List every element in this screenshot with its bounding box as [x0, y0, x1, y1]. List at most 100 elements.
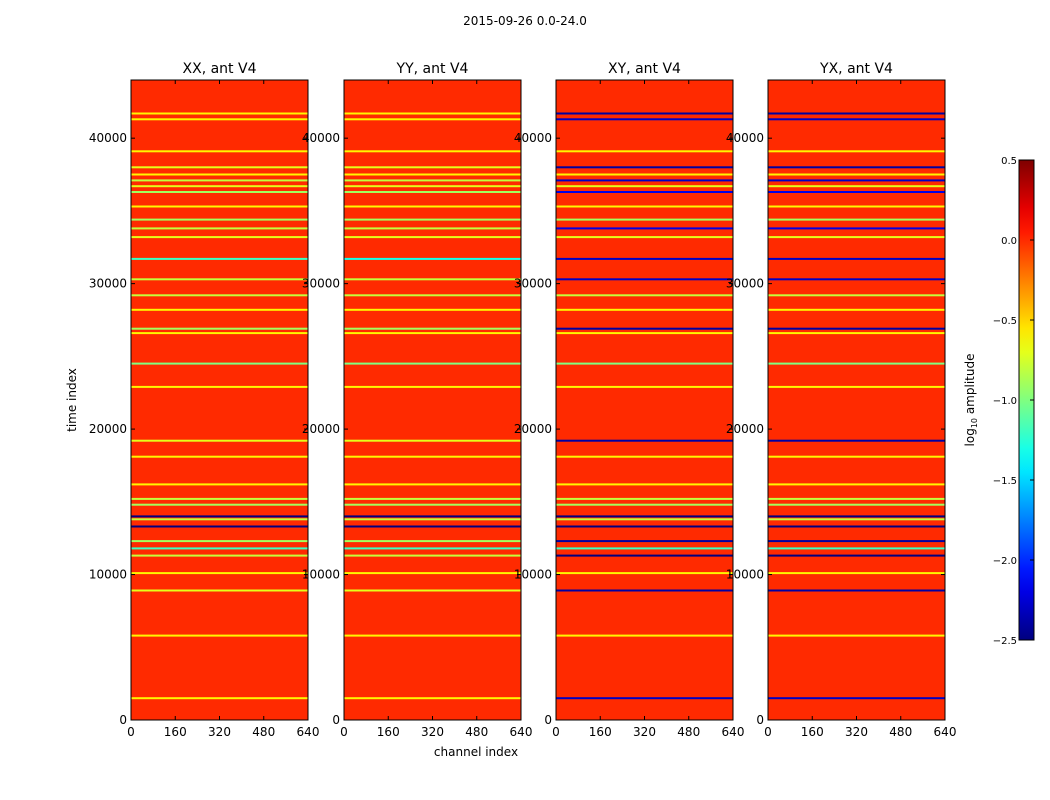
heatmap-row	[556, 308, 733, 311]
panel-background	[344, 80, 521, 720]
heatmap-row	[344, 236, 521, 239]
heatmap-row	[344, 697, 521, 700]
heatmap-row	[556, 697, 733, 700]
panel-background	[768, 80, 945, 720]
heatmap-row	[556, 497, 733, 500]
heatmap-row	[344, 112, 521, 115]
panel-title: YX, ant V4	[819, 61, 893, 77]
heatmap-row	[344, 227, 521, 230]
heatmap-row	[344, 308, 521, 311]
panel-4: YX, ant V4 0 160 320 480 640 0 10000 20000 30000 4…	[726, 61, 957, 739]
x-tick-label: 640	[297, 725, 320, 739]
colorbar-tick-label: −2.5	[993, 636, 1017, 647]
heatmap-row	[768, 179, 945, 182]
y-tick-label: 40000	[514, 131, 552, 145]
heatmap-row	[131, 179, 308, 182]
heatmap-row	[768, 191, 945, 193]
colorbar-tick-label: 0.0	[1001, 236, 1017, 247]
heatmap-row	[131, 497, 308, 500]
colorbar-tick-label: −1.0	[993, 396, 1017, 407]
heatmap-row	[556, 150, 733, 153]
heatmap-row	[344, 205, 521, 208]
heatmap-row	[131, 697, 308, 700]
heatmap-row	[131, 518, 308, 521]
x-tick-label: 320	[633, 725, 656, 739]
x-tick-label: 480	[677, 725, 700, 739]
panel-3: XY, ant V4 0 160 320 480 640 0 10000 20000 30000 4…	[514, 61, 745, 739]
y-tick-label: 40000	[89, 131, 127, 145]
heatmap-row	[131, 112, 308, 115]
heatmap-row	[556, 503, 733, 506]
heatmap-row	[768, 547, 945, 550]
heatmap-row	[556, 515, 733, 518]
x-tick-label: 0	[764, 725, 772, 739]
heatmap-row	[344, 554, 521, 557]
heatmap-row	[344, 327, 521, 330]
heatmap-row	[556, 294, 733, 297]
heatmap-row	[556, 483, 733, 486]
heatmap-row	[344, 362, 521, 365]
heatmap-row	[344, 166, 521, 169]
y-axis-label: time index	[65, 368, 79, 432]
heatmap-row	[768, 455, 945, 458]
panel-2: YY, ant V4 0 160 320 480 640 0 10000 20000 30000 4…	[302, 61, 533, 739]
colorbar-label-rest: amplitude	[963, 354, 977, 418]
heatmap-row	[131, 191, 308, 193]
heatmap-row	[556, 540, 733, 543]
x-tick-label: 0	[127, 725, 135, 739]
x-tick-label: 320	[421, 725, 444, 739]
x-tick-label: 160	[377, 725, 400, 739]
heatmap-row	[768, 439, 945, 442]
heatmap-row	[768, 634, 945, 637]
y-tick-label: 0	[119, 713, 127, 727]
heatmap-row	[131, 327, 308, 330]
heatmap-row	[556, 327, 733, 330]
heatmap-row	[131, 227, 308, 230]
heatmap-row	[768, 515, 945, 518]
heatmap-row	[344, 483, 521, 486]
heatmap-row	[131, 332, 308, 335]
figure-suptitle: 2015-09-26 0.0-24.0	[463, 14, 587, 28]
heatmap-row	[768, 118, 945, 121]
heatmap-row	[344, 634, 521, 637]
heatmap-row	[131, 525, 308, 528]
y-tick-label: 10000	[726, 568, 764, 582]
x-tick-label: 160	[801, 725, 824, 739]
heatmap-row	[556, 112, 733, 115]
heatmap-row	[768, 572, 945, 575]
heatmap-row	[131, 540, 308, 543]
heatmap-row	[344, 173, 521, 176]
heatmap-row	[344, 515, 521, 518]
heatmap-row	[131, 218, 308, 221]
y-tick-label: 30000	[89, 277, 127, 291]
heatmap-row	[556, 518, 733, 521]
y-tick-label: 30000	[302, 277, 340, 291]
heatmap-row	[131, 589, 308, 592]
heatmap-row	[131, 278, 308, 281]
colorbar-tick-label: −1.5	[993, 476, 1017, 487]
heatmap-row	[556, 227, 733, 230]
x-axis-label: channel index	[434, 745, 518, 759]
heatmap-row	[556, 634, 733, 637]
panel-title: XX, ant V4	[183, 61, 257, 77]
heatmap-row	[131, 185, 308, 188]
y-tick-label: 20000	[302, 422, 340, 436]
heatmap-row	[344, 547, 521, 550]
heatmap-row	[556, 362, 733, 365]
panel-1: XX, ant V4 0 160 320 480 640 0 10000 20000 30000 4…	[89, 61, 320, 739]
heatmap-row	[556, 554, 733, 557]
heatmap-row	[556, 547, 733, 550]
heatmap-row	[768, 236, 945, 239]
heatmap-row	[131, 483, 308, 486]
heatmap-row	[344, 294, 521, 297]
heatmap-row	[131, 515, 308, 518]
panel-title: YY, ant V4	[396, 61, 469, 77]
heatmap-row	[344, 497, 521, 500]
x-tick-label: 480	[889, 725, 912, 739]
y-tick-label: 10000	[89, 568, 127, 582]
x-tick-label: 640	[934, 725, 957, 739]
y-tick-label: 20000	[89, 422, 127, 436]
colorbar-label: log10 amplitude	[963, 354, 979, 447]
x-tick-label: 320	[845, 725, 868, 739]
heatmap-row	[344, 439, 521, 442]
